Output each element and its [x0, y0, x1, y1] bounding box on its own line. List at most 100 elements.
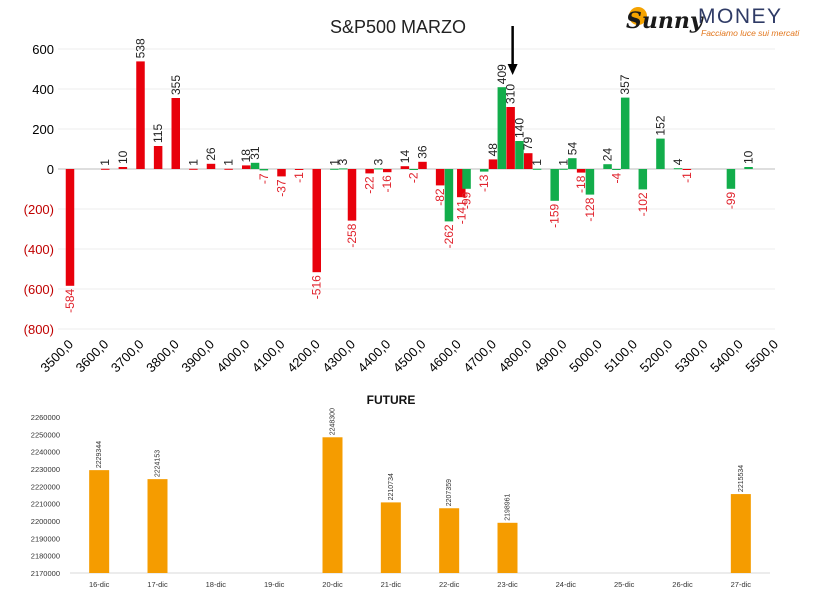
future-chart-bars	[89, 437, 751, 573]
bar	[338, 168, 348, 170]
bar	[118, 167, 128, 169]
data-label: -2	[407, 172, 421, 183]
chart-title: S&P500 MARZO	[330, 17, 466, 37]
data-label: -584	[63, 288, 77, 312]
data-label: 1	[222, 159, 236, 166]
x-tick-label: 5200,0	[637, 337, 676, 376]
bar	[620, 97, 630, 169]
y-tick-label: 0	[47, 162, 54, 177]
data-label: 10	[116, 150, 130, 164]
bar	[439, 508, 460, 573]
bar	[383, 169, 392, 173]
x-tick-label: 21-dic	[381, 580, 402, 589]
bar	[497, 522, 518, 573]
bar	[730, 494, 751, 573]
y-tick-label: 2170000	[31, 569, 60, 578]
bar	[559, 168, 568, 170]
data-label: 2207359	[446, 479, 453, 506]
y-tick-label: (200)	[24, 202, 54, 217]
data-label: -99	[460, 191, 474, 209]
data-label: 10	[742, 150, 756, 164]
data-label: 48	[486, 143, 500, 157]
data-label: 115	[151, 124, 165, 143]
y-tick-label: (600)	[24, 282, 54, 297]
y-tick-label: 2250000	[31, 430, 60, 439]
x-tick-label: 4600,0	[425, 337, 464, 376]
bar	[242, 165, 251, 169]
data-label: 357	[618, 74, 632, 94]
top-chart-gridlines	[58, 48, 775, 330]
data-label: 1	[98, 159, 112, 166]
arrow-head	[507, 64, 518, 75]
data-label: -37	[275, 179, 289, 197]
bar	[277, 169, 286, 177]
future-chart-title: FUTURE	[367, 393, 416, 407]
bar	[576, 169, 586, 173]
data-label: 4	[671, 158, 685, 165]
bar	[400, 166, 410, 169]
bar	[444, 169, 454, 222]
x-tick-label: 4300,0	[319, 337, 358, 376]
data-label: -516	[310, 275, 324, 299]
bar	[65, 169, 75, 286]
top-chart-x-axis: 3500,03600,03700,03800,03900,04000,04100…	[37, 337, 781, 376]
x-tick-label: 3700,0	[108, 337, 147, 376]
y-tick-label: 600	[32, 42, 54, 57]
logo-money-text: MONEY	[698, 5, 783, 28]
data-label: 538	[134, 38, 148, 58]
bar	[506, 107, 515, 169]
bar	[479, 169, 489, 172]
bar	[374, 168, 383, 170]
y-tick-label: 2200000	[31, 517, 60, 526]
y-tick-label: 2230000	[31, 465, 60, 474]
top-chart-y-axis: 600 400 200 0 (200) (400) (600) (800)	[24, 42, 54, 337]
data-label: 3	[336, 158, 350, 165]
data-label: 2224153	[155, 450, 162, 477]
x-tick-label: 3500,0	[37, 337, 76, 376]
data-label: -99	[724, 191, 738, 209]
y-tick-label: 2220000	[31, 482, 60, 491]
x-tick-label: 3800,0	[143, 337, 182, 376]
bar	[101, 168, 110, 170]
data-label: -1	[680, 172, 694, 183]
data-label: 31	[248, 146, 262, 160]
bar	[153, 146, 163, 169]
bar	[515, 141, 524, 169]
bar	[330, 168, 339, 170]
sun-icon	[629, 7, 647, 25]
data-label: 14	[398, 150, 412, 164]
data-label: 2198961	[505, 493, 512, 520]
data-label: 18	[239, 149, 253, 163]
future-chart-y-axis: 2260000 2250000 2240000 2230000 2220000 22100…	[31, 413, 770, 578]
bar	[294, 169, 304, 170]
bar	[409, 169, 418, 170]
x-tick-label: 3600,0	[73, 337, 112, 376]
bar	[682, 169, 692, 170]
bar	[189, 168, 198, 170]
x-tick-label: 4100,0	[249, 337, 288, 376]
x-tick-label: 4400,0	[355, 337, 394, 376]
data-label: 409	[495, 64, 509, 84]
bar	[322, 437, 343, 573]
y-tick-label: (800)	[24, 322, 54, 337]
data-label: 140	[512, 118, 526, 138]
bar	[365, 169, 374, 174]
x-tick-label: 3900,0	[178, 337, 217, 376]
bar	[89, 470, 110, 573]
data-label: -18	[574, 175, 588, 193]
x-tick-label: 4500,0	[390, 337, 429, 376]
data-label: 3	[371, 158, 385, 165]
brand-logo: Sunny MONEY Facciamo luce sui mercati	[626, 5, 800, 38]
data-label: -159	[548, 203, 562, 227]
bar	[462, 169, 471, 189]
x-tick-label: 4200,0	[284, 337, 323, 376]
data-label: 310	[504, 84, 518, 104]
data-label: 2248300	[330, 408, 337, 435]
data-label: -22	[363, 176, 377, 194]
data-label: 152	[653, 115, 667, 135]
x-tick-label: 5300,0	[672, 337, 711, 376]
bar	[532, 168, 542, 170]
bar	[136, 61, 145, 169]
data-label: 1	[186, 159, 200, 166]
